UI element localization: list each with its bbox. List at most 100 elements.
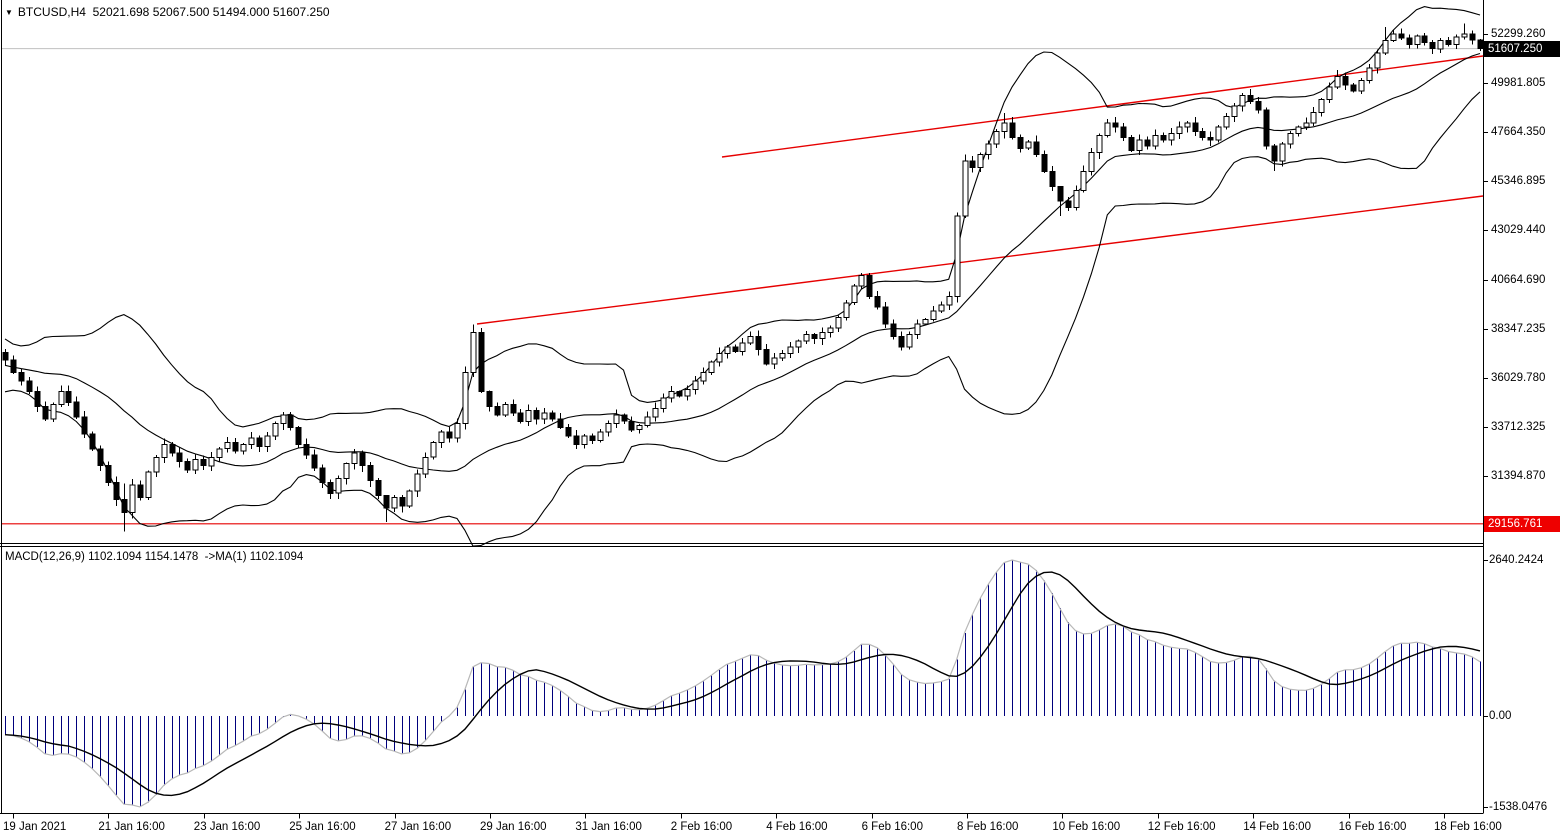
candle-body bbox=[287, 414, 294, 429]
candle-body bbox=[232, 441, 239, 452]
price-axis-label: 31394.870 bbox=[1491, 470, 1546, 483]
candle-body bbox=[502, 403, 509, 416]
candle-body bbox=[422, 456, 429, 475]
symbol-label: BTCUSD,H4 bbox=[17, 5, 86, 19]
candle-body bbox=[541, 412, 548, 420]
candle-body bbox=[1199, 130, 1206, 139]
candle-body bbox=[367, 465, 374, 482]
candle-body bbox=[613, 414, 620, 424]
candle-body bbox=[621, 414, 628, 422]
candle-body bbox=[779, 353, 786, 359]
candle-body bbox=[264, 435, 271, 448]
candle-body bbox=[993, 130, 1000, 145]
candle-body bbox=[1390, 33, 1397, 41]
upper-channel-line bbox=[721, 55, 1484, 158]
candle-body bbox=[827, 327, 834, 333]
candle-body bbox=[1176, 126, 1183, 134]
chart-frame bbox=[0, 0, 1488, 819]
candle-body bbox=[1120, 126, 1127, 139]
candle-body bbox=[1160, 135, 1167, 141]
alert-price-badge: 29156.761 bbox=[1484, 515, 1560, 532]
time-axis-label: 18 Feb 16:00 bbox=[1434, 821, 1502, 833]
candle-body bbox=[954, 215, 961, 297]
candle-body bbox=[835, 317, 842, 329]
candle-body bbox=[1437, 39, 1444, 50]
candle-body bbox=[1374, 52, 1381, 69]
candle-body bbox=[652, 408, 659, 418]
candle-body bbox=[240, 444, 247, 452]
candle-body bbox=[1184, 122, 1191, 128]
candle-body bbox=[946, 295, 953, 306]
candle-body bbox=[470, 331, 477, 374]
candle-body bbox=[1073, 190, 1080, 209]
bollinger-middle-band bbox=[4, 52, 1481, 472]
candle-body bbox=[930, 310, 937, 321]
candle-body bbox=[517, 412, 524, 422]
candle-body bbox=[977, 154, 984, 168]
candle-body bbox=[446, 431, 453, 439]
candle-body bbox=[565, 427, 572, 437]
candle-body bbox=[1477, 39, 1484, 50]
candle-body bbox=[1406, 37, 1413, 46]
candle-body bbox=[716, 353, 723, 363]
candle-body bbox=[105, 465, 112, 484]
candle-body bbox=[1366, 67, 1373, 82]
candle-body bbox=[50, 403, 57, 420]
macd-histogram bbox=[5, 560, 1481, 807]
candle-body bbox=[692, 380, 699, 391]
chevron-down-icon[interactable]: ▼ bbox=[5, 8, 13, 17]
candle-body bbox=[42, 406, 49, 420]
candle-body bbox=[874, 295, 881, 308]
candle-body bbox=[303, 444, 310, 456]
candle-body bbox=[1287, 133, 1294, 145]
candle-body bbox=[906, 334, 913, 348]
candle-body bbox=[454, 422, 461, 439]
candle-body bbox=[1017, 137, 1024, 149]
time-axis-label: 16 Feb 16:00 bbox=[1338, 821, 1407, 833]
candle-body bbox=[1192, 122, 1199, 132]
candle-body bbox=[549, 412, 556, 420]
macd-axis-label: 2640.2424 bbox=[1489, 553, 1544, 566]
candle-body bbox=[1152, 135, 1159, 147]
candle-body bbox=[81, 416, 88, 435]
candle-body bbox=[668, 391, 675, 399]
candle-body bbox=[898, 336, 905, 348]
candle-body bbox=[192, 458, 199, 471]
candle-body bbox=[1065, 200, 1072, 208]
time-axis-label: 10 Feb 16:00 bbox=[1052, 821, 1121, 833]
price-axis-label: 40664.690 bbox=[1491, 274, 1546, 287]
candle-body bbox=[359, 452, 366, 467]
candle-body bbox=[462, 372, 469, 424]
candle-body bbox=[1136, 139, 1143, 151]
candle-body bbox=[771, 357, 778, 365]
candle-body bbox=[1461, 33, 1468, 38]
price-axis-label: 36029.780 bbox=[1491, 372, 1546, 385]
candle-body bbox=[414, 473, 421, 492]
candle-body bbox=[636, 425, 643, 431]
candle-body bbox=[1033, 141, 1040, 156]
candle-body bbox=[176, 452, 183, 462]
candle-body bbox=[216, 448, 223, 458]
candle-body bbox=[1414, 35, 1421, 46]
candle-body bbox=[1429, 41, 1436, 50]
current-price-badge: 51607.250 bbox=[1484, 40, 1560, 57]
candle-body bbox=[319, 467, 326, 484]
candle-body bbox=[494, 406, 501, 416]
candle-body bbox=[787, 346, 794, 355]
price-axis-label: 43029.440 bbox=[1491, 224, 1546, 237]
candle-body bbox=[1453, 36, 1460, 46]
candle-body bbox=[1382, 39, 1389, 54]
price-axis-label: 45346.895 bbox=[1491, 175, 1546, 188]
candle-body bbox=[399, 497, 406, 507]
ohlc-low: 51494.000 bbox=[212, 5, 270, 19]
candle-body bbox=[1279, 143, 1286, 162]
candle-body bbox=[383, 494, 390, 509]
candle-body bbox=[65, 391, 72, 403]
lower-channel-line bbox=[476, 195, 1484, 325]
time-axis-label: 25 Jan 16:00 bbox=[289, 821, 356, 833]
candle-body bbox=[351, 452, 358, 465]
time-axis-label: 23 Jan 16:00 bbox=[193, 821, 261, 833]
macd-main-line bbox=[4, 559, 1481, 808]
candle-body bbox=[581, 435, 588, 446]
